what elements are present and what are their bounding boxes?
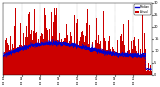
Legend: Median, Actual: Median, Actual: [134, 4, 151, 15]
